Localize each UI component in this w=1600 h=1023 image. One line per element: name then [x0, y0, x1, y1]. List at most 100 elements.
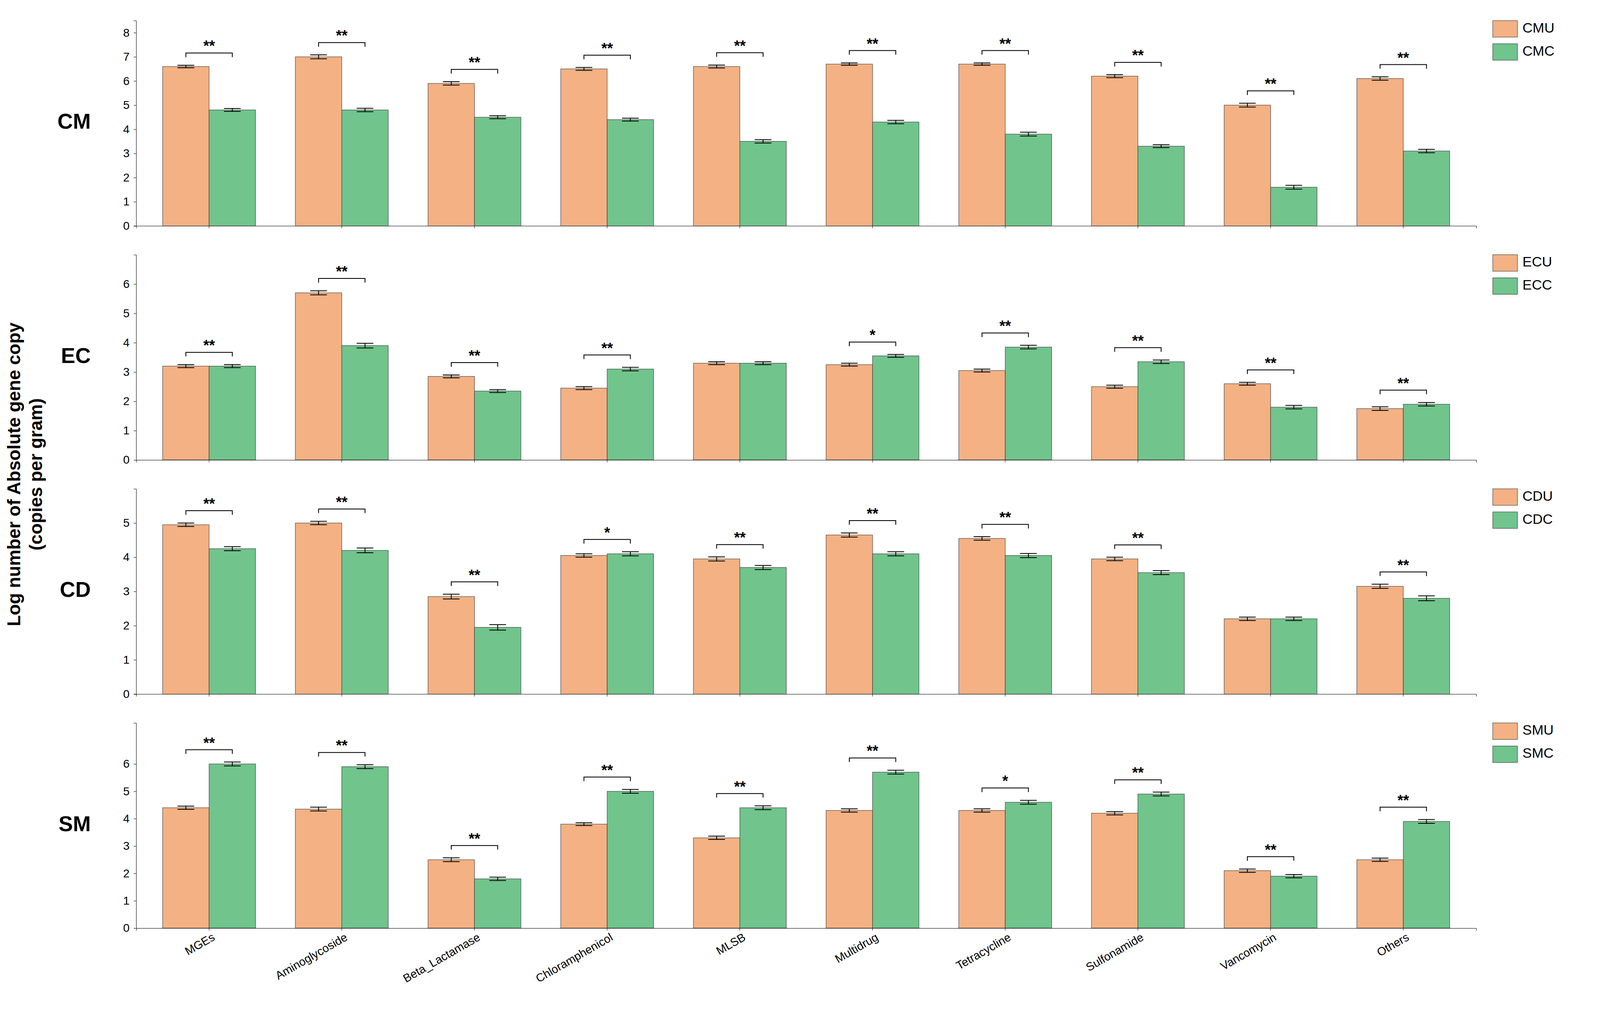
y-tick-label: 6	[122, 277, 130, 291]
significance-label: **	[1132, 332, 1144, 350]
x-tick	[474, 694, 475, 697]
legend-label: CDU	[1522, 487, 1553, 504]
x-tick	[872, 694, 873, 697]
x-axis-line	[136, 694, 1477, 697]
significance: *****************	[186, 493, 1427, 587]
error-bar	[177, 523, 195, 527]
error-bar	[177, 805, 195, 810]
x-tick-mark	[341, 928, 342, 931]
y-axis-line	[133, 21, 137, 227]
x-tick-mark	[1403, 694, 1404, 697]
y-axis: 0123456	[122, 254, 137, 467]
x-tick-mark	[208, 694, 210, 697]
x-tick-mark	[474, 928, 475, 931]
x-tick: MLSB	[713, 928, 748, 958]
significance-label: **	[203, 37, 215, 55]
x-tick	[1270, 694, 1271, 697]
significance-label: **	[999, 35, 1011, 53]
y-tick: 2	[122, 171, 137, 184]
bar	[693, 66, 740, 226]
bar	[1403, 404, 1450, 460]
x-tick	[606, 226, 608, 229]
y-tick-mark	[133, 430, 137, 432]
legend-swatch	[1492, 254, 1518, 272]
significance-label: *	[1002, 772, 1009, 790]
error-bar	[973, 808, 991, 813]
bar	[209, 366, 256, 460]
legend-swatch	[1492, 20, 1518, 38]
y-tick: 6	[122, 277, 137, 291]
y-tick-label: 1	[122, 653, 130, 667]
significance-label: **	[1397, 791, 1410, 809]
error-bar	[622, 117, 639, 121]
bar	[1005, 134, 1052, 226]
x-tick-label: MGEs	[182, 930, 217, 958]
bar	[958, 370, 1006, 460]
bar-series	[209, 548, 1450, 694]
x-tick-mark	[1005, 226, 1006, 229]
y-tick: 8	[122, 26, 137, 40]
error-bar	[356, 108, 374, 112]
x-tick-mark	[872, 459, 873, 463]
bar	[1403, 598, 1450, 694]
error-bar	[310, 290, 328, 295]
bar	[826, 810, 873, 929]
x-tick	[474, 459, 475, 463]
bar	[958, 63, 1006, 226]
significance-label: **	[866, 35, 879, 53]
y-tick-label: 2	[122, 619, 130, 632]
x-tick-mark	[341, 226, 342, 229]
y-tick: 5	[122, 98, 137, 112]
error-bar	[310, 521, 328, 525]
legend-swatch	[1492, 511, 1518, 529]
error-bar	[310, 54, 328, 59]
legend-label: CMU	[1522, 19, 1555, 36]
x-tick: Others	[1374, 928, 1412, 960]
x-axis	[136, 226, 1477, 229]
error-bar	[708, 65, 726, 69]
bar	[1356, 78, 1404, 226]
bar	[693, 558, 740, 695]
x-tick-label: Beta_Lactamase	[400, 930, 483, 985]
error-bar	[887, 551, 905, 557]
legend-swatch	[1492, 43, 1518, 61]
significance-label: **	[866, 505, 879, 523]
bar	[428, 596, 475, 694]
x-axis	[136, 459, 1477, 463]
legend-label: ECU	[1522, 253, 1553, 270]
legend-label: ECC	[1522, 276, 1553, 293]
bar	[474, 878, 521, 929]
y-tick-mark	[133, 56, 137, 58]
x-tick	[1403, 694, 1404, 697]
y-tick-label: 3	[122, 839, 130, 853]
error-bar	[1152, 570, 1170, 575]
bar	[1091, 558, 1139, 695]
error-bar	[1371, 584, 1389, 589]
error-bar	[708, 836, 726, 840]
panel: *****************0123456ECECUECC	[61, 253, 1553, 467]
significance-label: **	[1264, 354, 1277, 372]
significance-label: **	[734, 529, 746, 547]
y-tick-mark	[133, 900, 137, 902]
significance-label: **	[468, 830, 481, 848]
y-axis: 012345678	[122, 21, 137, 233]
x-tick-mark	[1270, 459, 1271, 463]
error-bar	[887, 770, 905, 774]
bar	[341, 345, 389, 460]
x-tick	[1270, 226, 1271, 229]
x-tick	[208, 459, 210, 463]
bar	[162, 807, 210, 929]
bar	[1403, 821, 1450, 929]
x-tick	[872, 459, 873, 463]
x-axis-line	[136, 928, 1477, 931]
significance-label: **	[999, 508, 1011, 526]
y-tick-mark	[133, 177, 137, 178]
x-tick-mark	[474, 459, 475, 463]
y-tick: 0	[122, 219, 137, 233]
y-tick-mark	[133, 791, 137, 792]
bar	[1270, 618, 1318, 694]
error-bar	[973, 369, 991, 373]
x-tick	[208, 226, 210, 229]
x-tick	[872, 226, 873, 229]
x-tick-mark	[1270, 694, 1271, 697]
